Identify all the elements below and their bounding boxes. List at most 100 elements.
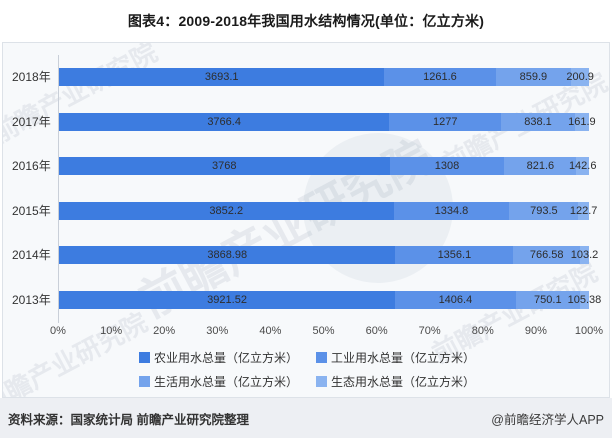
bar-segment: 838.1 xyxy=(501,112,575,131)
segment-value-label: 3766.4 xyxy=(207,115,241,128)
bar-segment: 122.7 xyxy=(570,201,597,220)
legend-label: 工业用水总量（亿立方米） xyxy=(331,351,476,365)
chart-title: 图表4：2009-2018年我国用水结构情况(单位：亿立方米) xyxy=(127,13,485,29)
y-axis-label: 2013年 xyxy=(12,292,51,307)
chart-row: 2017年 3766.4 1277 838.1 161.9 xyxy=(12,100,596,145)
segment-value-label: 1308 xyxy=(434,160,460,173)
footer: 资料来源：国家统计局 前瞻产业研究院整理 @前瞻经济学人APP xyxy=(0,398,612,438)
y-axis-label: 2016年 xyxy=(12,159,51,174)
legend-label: 生态用水总量（亿立方米） xyxy=(331,375,476,389)
chart-row: 2015年 3852.2 1334.8 793.5 122.7 xyxy=(12,189,597,234)
x-axis-tick: 20% xyxy=(153,325,176,337)
legend-item: 生态用水总量（亿立方米） xyxy=(316,373,475,390)
bar-segment: 750.1 xyxy=(515,290,580,309)
segment-value-label: 103.2 xyxy=(570,249,599,262)
bar-segment: 200.9 xyxy=(566,68,594,86)
segment-value-label: 1406.4 xyxy=(438,293,473,306)
stacked-bar: 3921.52 1406.4 750.1 105.38 xyxy=(59,290,601,309)
x-axis: 0% 10% 20% 30% 40% 50% 60% 70% 80% 90% 100% xyxy=(50,325,603,341)
x-axis-tick: 70% xyxy=(418,325,441,337)
stacked-bar: 3766.4 1277 838.1 161.9 xyxy=(59,112,596,131)
bar-segment: 105.38 xyxy=(568,290,601,309)
bar-segment: 1277 xyxy=(389,112,502,131)
x-axis-tick: 90% xyxy=(524,325,547,337)
chart-row: 2013年 3921.52 1406.4 750.1 105.38 xyxy=(12,278,601,323)
segment-value-label: 3868.98 xyxy=(207,249,248,262)
segment-value-label: 1261.6 xyxy=(423,71,457,83)
bar-segment: 3766.4 xyxy=(59,112,390,131)
chart-row: 2018年 3693.1 1261.6 859.9 200.9 xyxy=(12,55,594,100)
stacked-bar: 3768 1308 821.6 142.6 xyxy=(59,157,596,176)
segment-value-label: 200.9 xyxy=(566,71,594,83)
chart-row: 2014年 3868.98 1356.1 766.58 103.2 xyxy=(12,233,598,278)
segment-value-label: 793.5 xyxy=(530,204,558,217)
stacked-bar: 3852.2 1334.8 793.5 122.7 xyxy=(59,201,597,220)
stacked-bar: 3868.98 1356.1 766.58 103.2 xyxy=(59,246,598,265)
bar-segment: 793.5 xyxy=(509,201,579,220)
legend-swatch-icon xyxy=(138,352,150,363)
x-axis-tick: 50% xyxy=(312,325,335,337)
legend-label: 生活用水总量（亿立方米） xyxy=(153,375,298,389)
legend-item: 生活用水总量（亿立方米） xyxy=(138,373,298,390)
legend-row: 生活用水总量（亿立方米） 生态用水总量（亿立方米） xyxy=(138,373,475,390)
segment-value-label: 122.7 xyxy=(569,204,598,217)
segment-value-label: 838.1 xyxy=(524,115,552,128)
x-axis-tick: 60% xyxy=(365,325,388,337)
legend-swatch-icon xyxy=(316,352,327,363)
x-axis-tick: 100% xyxy=(574,325,604,337)
x-axis-tick: 0% xyxy=(50,325,66,337)
segment-value-label: 142.6 xyxy=(568,160,597,173)
y-axis-label: 2014年 xyxy=(12,248,51,263)
bar-segment: 1406.4 xyxy=(395,290,516,309)
y-axis-label: 2018年 xyxy=(12,70,51,84)
credit-text: @前瞻经济学人APP xyxy=(491,412,604,427)
segment-value-label: 750.1 xyxy=(534,293,562,306)
bar-segment: 3921.52 xyxy=(59,290,396,309)
segment-value-label: 3693.1 xyxy=(204,71,239,83)
bar-segment: 1261.6 xyxy=(384,68,496,86)
legend-swatch-icon xyxy=(138,376,150,387)
legend-swatch-icon xyxy=(316,376,327,387)
bar-segment: 766.58 xyxy=(513,246,581,265)
bar-segment: 3768 xyxy=(59,157,390,176)
segment-value-label: 1334.8 xyxy=(434,204,469,217)
legend: 农业用水总量（亿立方米） 工业用水总量（亿立方米） 生活用水总量（亿立方米） 生态用水… xyxy=(3,349,609,390)
segment-value-label: 766.58 xyxy=(529,249,564,262)
y-axis-label: 2015年 xyxy=(12,203,51,218)
segment-value-label: 1277 xyxy=(433,115,458,128)
x-axis-tick: 30% xyxy=(206,325,229,337)
segment-value-label: 3768 xyxy=(212,160,237,173)
segment-value-label: 3921.52 xyxy=(207,293,247,306)
legend-item: 工业用水总量（亿立方米） xyxy=(316,349,475,366)
data-source-text: 资料来源：国家统计局 前瞻产业研究院整理 xyxy=(8,412,249,427)
chart-row: 2016年 3768 1308 821.6 142.6 xyxy=(12,144,596,189)
bar-segment: 821.6 xyxy=(504,157,577,176)
x-axis-tick: 10% xyxy=(100,325,123,337)
x-axis-tick: 80% xyxy=(471,325,494,337)
segment-value-label: 161.9 xyxy=(568,115,596,128)
chart-panel: 前瞻产业研究院 前瞻产业研究院 前瞻产业研究院 前瞻产业研究院 前瞻产业研究院 … xyxy=(2,42,610,398)
bar-segment: 1356.1 xyxy=(395,246,514,265)
bar-segment: 142.6 xyxy=(569,157,596,176)
bar-segment: 3693.1 xyxy=(59,68,385,86)
legend-row: 农业用水总量（亿立方米） 工业用水总量（亿立方米） xyxy=(138,349,475,366)
bar-segment: 161.9 xyxy=(568,112,596,131)
x-axis-tick: 40% xyxy=(259,325,282,337)
y-axis-label: 2017年 xyxy=(12,114,51,129)
bar-segment: 1308 xyxy=(389,157,505,176)
plot-rows: 2018年 3693.1 1261.6 859.9 200.9 2017年 3766.4 12… xyxy=(12,55,601,323)
bar-segment: 103.2 xyxy=(571,246,598,265)
segment-value-label: 859.9 xyxy=(519,71,548,83)
segment-value-label: 3852.2 xyxy=(209,204,244,217)
legend-item: 农业用水总量（亿立方米） xyxy=(138,349,298,366)
bar-segment: 1334.8 xyxy=(393,201,510,220)
segment-value-label: 105.38 xyxy=(567,293,602,306)
legend-label: 农业用水总量（亿立方米） xyxy=(153,351,298,365)
stacked-bar: 3693.1 1261.6 859.9 200.9 xyxy=(59,68,594,86)
bar-segment: 3852.2 xyxy=(59,201,394,220)
segment-value-label: 821.6 xyxy=(526,160,555,173)
segment-value-label: 1356.1 xyxy=(437,249,472,262)
bar-segment: 859.9 xyxy=(495,68,572,86)
bar-segment: 3868.98 xyxy=(59,246,396,265)
